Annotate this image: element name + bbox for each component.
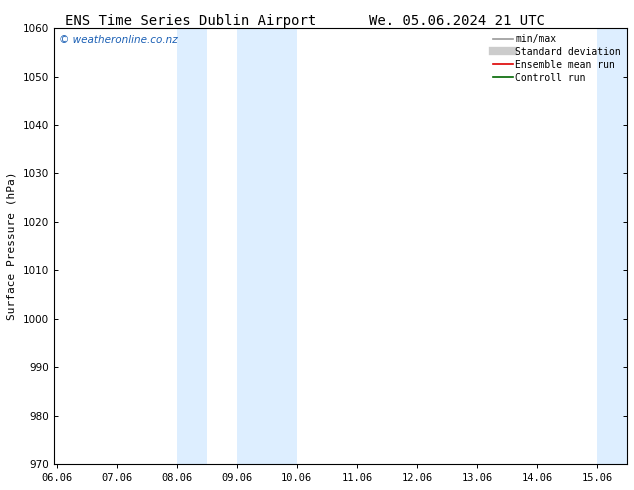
- Legend: min/max, Standard deviation, Ensemble mean run, Controll run: min/max, Standard deviation, Ensemble me…: [489, 30, 625, 87]
- Text: We. 05.06.2024 21 UTC: We. 05.06.2024 21 UTC: [368, 14, 545, 28]
- Bar: [236, 28, 297, 464]
- Y-axis label: Surface Pressure (hPa): Surface Pressure (hPa): [7, 172, 17, 320]
- Bar: [597, 28, 627, 464]
- Text: ENS Time Series Dublin Airport: ENS Time Series Dublin Airport: [65, 14, 316, 28]
- Bar: [177, 28, 207, 464]
- Text: © weatheronline.co.nz: © weatheronline.co.nz: [60, 35, 178, 45]
